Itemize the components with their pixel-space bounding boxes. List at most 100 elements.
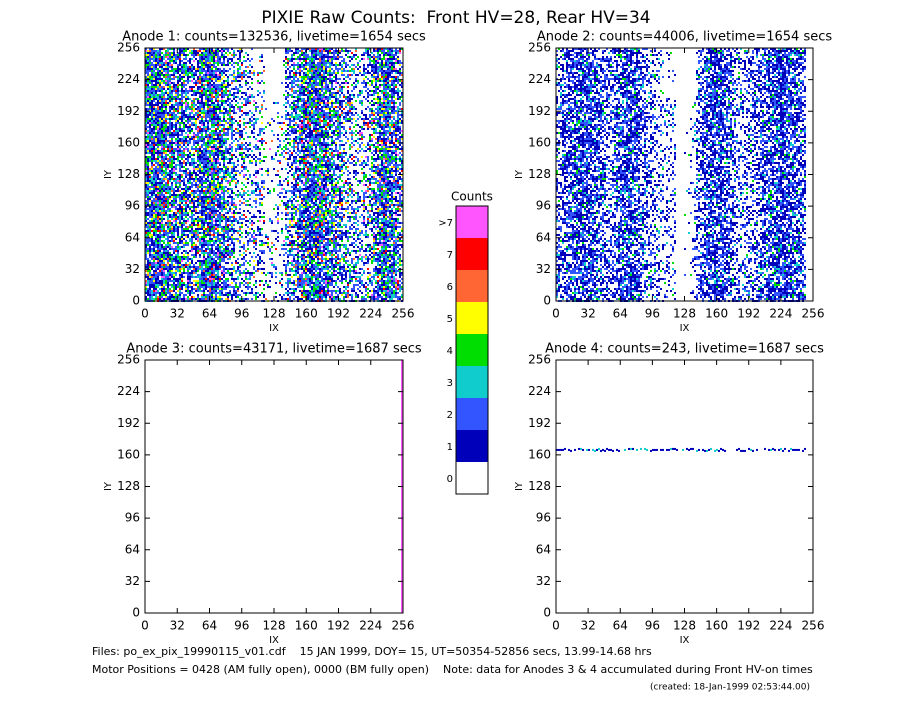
count-pixel	[211, 222, 213, 224]
count-pixel	[217, 114, 219, 116]
count-pixel	[227, 218, 229, 220]
count-pixel	[207, 196, 209, 198]
count-pixel	[167, 72, 169, 74]
count-pixel	[159, 264, 161, 266]
count-pixel	[189, 126, 191, 128]
count-pixel	[151, 84, 153, 86]
count-pixel	[185, 294, 187, 296]
count-pixel	[229, 52, 231, 54]
count-pixel	[191, 138, 193, 140]
count-pixel	[191, 288, 193, 290]
count-pixel	[189, 284, 191, 286]
count-pixel	[177, 158, 179, 160]
count-pixel	[175, 266, 177, 268]
count-pixel	[231, 118, 233, 120]
count-pixel	[213, 230, 215, 232]
count-pixel	[167, 224, 169, 226]
count-pixel	[183, 250, 185, 252]
count-pixel	[169, 146, 171, 148]
count-pixel	[191, 190, 193, 192]
count-pixel	[199, 260, 201, 262]
count-pixel	[197, 260, 199, 262]
count-pixel	[205, 228, 207, 230]
count-pixel	[241, 222, 243, 224]
count-pixel	[161, 116, 163, 118]
count-pixel	[181, 166, 183, 168]
count-pixel	[189, 180, 191, 182]
count-pixel	[225, 252, 227, 254]
count-pixel	[189, 286, 191, 288]
count-pixel	[205, 114, 207, 116]
count-pixel	[217, 288, 219, 290]
count-pixel	[179, 140, 181, 142]
count-pixel	[151, 58, 153, 60]
count-pixel	[177, 188, 179, 190]
count-pixel	[179, 90, 181, 92]
count-pixel	[179, 74, 181, 76]
count-pixel	[153, 178, 155, 180]
count-pixel	[235, 96, 237, 98]
count-pixel	[159, 166, 161, 168]
count-pixel	[251, 116, 253, 118]
count-pixel	[153, 294, 155, 296]
count-pixel	[189, 216, 191, 218]
count-pixel	[243, 60, 245, 62]
count-pixel	[223, 86, 225, 88]
count-pixel	[203, 176, 205, 178]
count-pixel	[235, 174, 237, 176]
count-pixel	[183, 112, 185, 114]
count-pixel	[181, 52, 183, 54]
count-pixel	[227, 236, 229, 238]
count-pixel	[237, 90, 239, 92]
count-pixel	[147, 180, 149, 182]
count-pixel	[239, 286, 241, 288]
count-pixel	[213, 104, 215, 106]
count-pixel	[181, 102, 183, 104]
count-pixel	[155, 122, 157, 124]
count-pixel	[173, 136, 175, 138]
count-pixel	[185, 200, 187, 202]
count-pixel	[201, 250, 203, 252]
count-pixel	[227, 76, 229, 78]
count-pixel	[217, 278, 219, 280]
count-pixel	[233, 76, 235, 78]
count-pixel	[213, 168, 215, 170]
count-pixel	[201, 274, 203, 276]
count-pixel	[223, 156, 225, 158]
count-pixel	[215, 100, 217, 102]
count-pixel	[245, 282, 247, 284]
count-pixel	[197, 200, 199, 202]
count-pixel	[179, 50, 181, 52]
count-pixel	[177, 82, 179, 84]
count-pixel	[185, 114, 187, 116]
count-pixel	[195, 276, 197, 278]
count-pixel	[185, 66, 187, 68]
count-pixel	[221, 196, 223, 198]
count-pixel	[239, 84, 241, 86]
count-pixel	[237, 232, 239, 234]
count-pixel	[237, 290, 239, 292]
count-pixel	[229, 230, 231, 232]
count-pixel	[157, 238, 159, 240]
count-pixel	[153, 232, 155, 234]
count-pixel	[151, 118, 153, 120]
count-pixel	[171, 128, 173, 130]
count-pixel	[211, 162, 213, 164]
count-pixel	[173, 196, 175, 198]
count-pixel	[239, 272, 241, 274]
count-pixel	[225, 166, 227, 168]
count-pixel	[187, 114, 189, 116]
count-pixel	[199, 216, 201, 218]
count-pixel	[191, 54, 193, 56]
count-pixel	[193, 242, 195, 244]
count-pixel	[197, 158, 199, 160]
count-pixel	[187, 220, 189, 222]
count-pixel	[165, 118, 167, 120]
count-pixel	[203, 278, 205, 280]
count-pixel	[229, 108, 231, 110]
count-pixel	[173, 108, 175, 110]
count-pixel	[157, 62, 159, 64]
count-pixel	[185, 136, 187, 138]
count-pixel	[165, 224, 167, 226]
count-pixel	[237, 92, 239, 94]
